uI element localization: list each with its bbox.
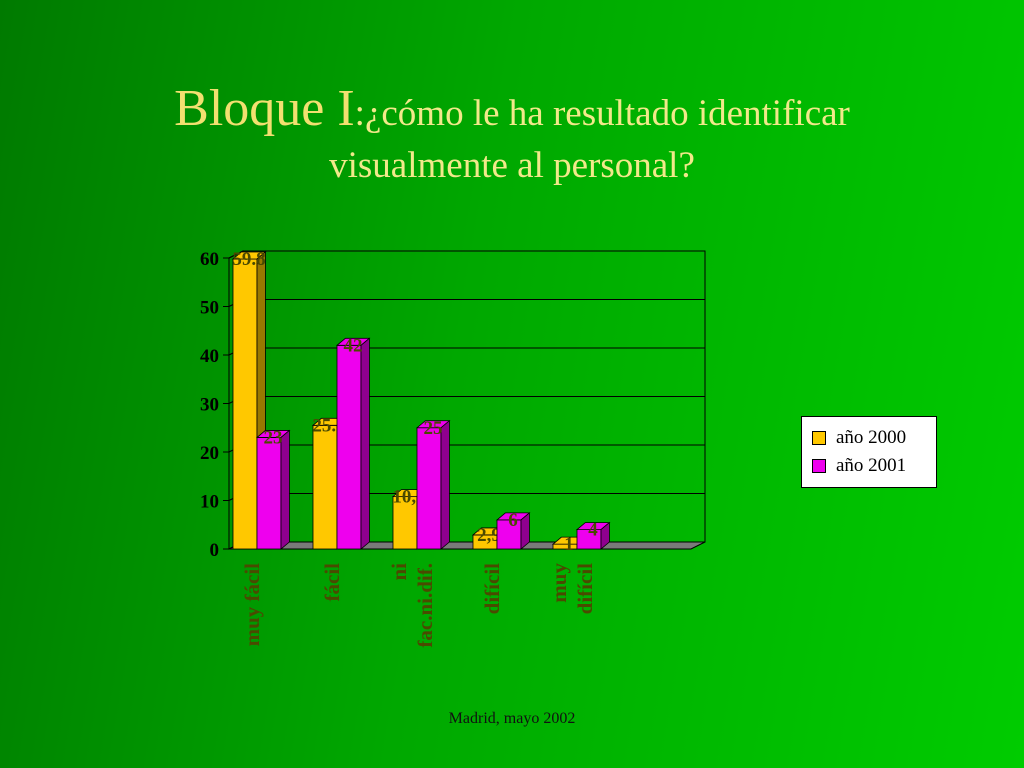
x-tick-label: difícil bbox=[573, 563, 597, 614]
slide-title: Bloque I:¿cómo le ha resultado identific… bbox=[40, 78, 984, 189]
legend-swatch-2000 bbox=[812, 431, 826, 445]
bar-side bbox=[280, 429, 290, 550]
y-tick-label: 30 bbox=[200, 395, 219, 416]
data-label: 59.8 bbox=[232, 249, 265, 270]
data-label: 4 bbox=[588, 520, 598, 541]
bar bbox=[232, 258, 258, 550]
title-main: Bloque I bbox=[174, 80, 355, 137]
y-tick-label: 50 bbox=[200, 298, 219, 319]
plot-floor bbox=[228, 541, 706, 550]
bar bbox=[312, 424, 338, 550]
data-label: 6 bbox=[508, 510, 518, 531]
bar bbox=[392, 496, 418, 550]
x-tick-label: ni bbox=[387, 563, 411, 581]
legend-label-2001: año 2001 bbox=[836, 455, 907, 476]
bar-side bbox=[600, 521, 610, 550]
x-tick-label: muy bbox=[547, 563, 571, 603]
legend-swatch-2001 bbox=[812, 459, 826, 473]
legend-label-2000: año 2000 bbox=[836, 427, 907, 448]
legend-item-2001: año 2001 bbox=[812, 455, 906, 477]
chart-legend: año 2000 año 2001 bbox=[801, 416, 937, 488]
y-tick-label: 0 bbox=[210, 540, 220, 561]
data-label: 1 bbox=[564, 534, 574, 555]
title-question-line1: :¿cómo le ha resultado identificar bbox=[354, 93, 850, 134]
bar bbox=[256, 437, 282, 550]
bar-side bbox=[360, 337, 370, 550]
x-tick-label: muy fácil bbox=[240, 563, 264, 647]
data-label: 25 bbox=[424, 418, 443, 439]
title-question-line2: visualmente al personal? bbox=[329, 145, 695, 187]
x-tick-label: fac.ni.dif. bbox=[413, 563, 437, 648]
legend-item-2000: año 2000 bbox=[812, 427, 906, 449]
y-tick-label: 10 bbox=[200, 492, 219, 513]
bar bbox=[336, 344, 362, 550]
x-tick-label: difícil bbox=[480, 563, 504, 614]
y-tick-label: 60 bbox=[200, 249, 219, 270]
x-tick-label: fácil bbox=[320, 563, 344, 602]
y-tick-label: 20 bbox=[200, 443, 219, 464]
data-label: 2,9 bbox=[477, 525, 501, 546]
bar-side bbox=[440, 419, 450, 550]
data-label: 23 bbox=[264, 427, 283, 448]
data-label: 42 bbox=[344, 335, 363, 356]
bar-side bbox=[520, 512, 530, 550]
bar bbox=[416, 427, 442, 550]
y-tick-label: 40 bbox=[200, 346, 219, 367]
footer-text: Madrid, mayo 2002 bbox=[448, 710, 576, 727]
